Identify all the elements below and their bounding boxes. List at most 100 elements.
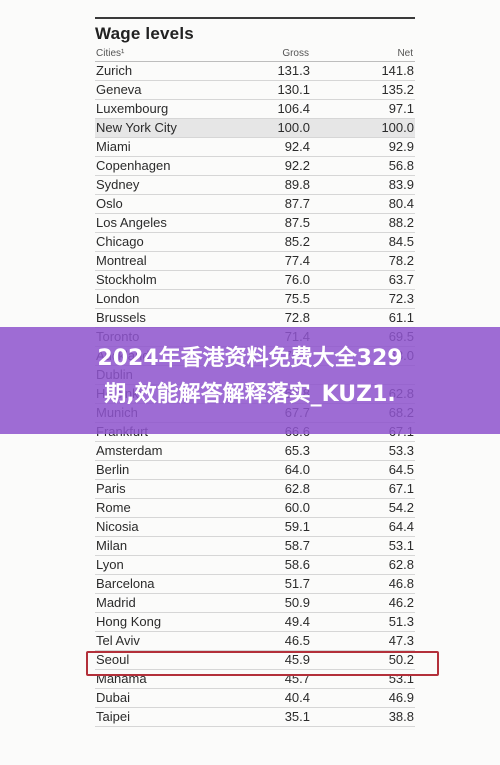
table-row: Amsterdam 65.3 53.3 <box>95 442 415 461</box>
cell-net: 46.8 <box>388 576 414 591</box>
cell-city: Los Angeles <box>96 215 167 230</box>
cell-gross: 64.0 <box>284 462 310 477</box>
overlay-banner <box>0 327 500 434</box>
cell-net: 46.2 <box>388 595 414 610</box>
table-row: Rome 60.0 54.2 <box>95 499 415 518</box>
cell-net: 84.5 <box>388 234 414 249</box>
top-rule <box>95 17 415 19</box>
table-row: Luxembourg 106.4 97.1 <box>95 100 415 119</box>
cell-city: Zurich <box>96 63 133 78</box>
table-row: Seoul 45.9 50.2 <box>95 651 415 670</box>
table-row: Sydney 89.8 83.9 <box>95 176 415 195</box>
cell-gross: 130.1 <box>277 82 310 97</box>
cell-city: London <box>96 291 140 306</box>
cell-city: Berlin <box>96 462 130 477</box>
cell-net: 92.9 <box>388 139 414 154</box>
cell-city: Milan <box>96 538 128 553</box>
cell-gross: 92.2 <box>284 158 310 173</box>
cell-city: Nicosia <box>96 519 139 534</box>
table-row: Chicago 85.2 84.5 <box>95 233 415 252</box>
table-title: Wage levels <box>95 24 194 43</box>
table-row: Hong Kong 49.4 51.3 <box>95 613 415 632</box>
cell-net: 64.5 <box>388 462 414 477</box>
cell-net: 54.2 <box>388 500 414 515</box>
table-row: Taipei 35.1 38.8 <box>95 708 415 727</box>
cell-city: Hong Kong <box>96 614 162 629</box>
header-cities: Cities¹ <box>96 48 125 59</box>
cell-gross: 59.1 <box>284 519 310 534</box>
cell-net: 51.3 <box>388 614 414 629</box>
cell-gross: 51.7 <box>284 576 310 591</box>
cell-gross: 40.4 <box>284 690 310 705</box>
banner-line-2: 期,效能解答解释落实_KUZ1. <box>104 382 396 407</box>
cell-gross: 58.6 <box>284 557 310 572</box>
cell-net: 78.2 <box>388 253 414 268</box>
cell-net: 97.1 <box>388 101 414 116</box>
cell-net: 88.2 <box>388 215 414 230</box>
table-row: Stockholm 76.0 63.7 <box>95 271 415 290</box>
table-row: Montreal 77.4 78.2 <box>95 252 415 271</box>
table-row: Tel Aviv 46.5 47.3 <box>95 632 415 651</box>
cell-net: 141.8 <box>381 63 414 78</box>
header-rule <box>95 61 415 62</box>
table-row: London 75.5 72.3 <box>95 290 415 309</box>
cell-net: 67.1 <box>388 481 414 496</box>
cell-gross: 46.5 <box>284 633 310 648</box>
cell-gross: 58.7 <box>284 538 310 553</box>
cell-net: 100.0 <box>381 120 414 135</box>
cell-gross: 106.4 <box>277 101 310 116</box>
cell-city: Chicago <box>96 234 144 249</box>
cell-gross: 131.3 <box>277 63 310 78</box>
cell-net: 83.9 <box>388 177 414 192</box>
cell-gross: 92.4 <box>284 139 310 154</box>
table-row: Copenhagen 92.2 56.8 <box>95 157 415 176</box>
cell-net: 53.1 <box>388 538 414 553</box>
cell-gross: 100.0 <box>277 120 310 135</box>
table-row: Lyon 58.6 62.8 <box>95 556 415 575</box>
cell-city: Paris <box>96 481 126 496</box>
table-row: Brussels 72.8 61.1 <box>95 309 415 328</box>
cell-city: New York City <box>96 120 177 135</box>
table-row: New York City 100.0 100.0 <box>95 119 415 138</box>
table-row: Dubai 40.4 46.9 <box>95 689 415 708</box>
cell-city: Luxembourg <box>96 101 169 116</box>
cell-city: Madrid <box>96 595 136 610</box>
cell-net: 61.1 <box>388 310 414 325</box>
cell-city: Miami <box>96 139 131 154</box>
cell-city: Brussels <box>96 310 146 325</box>
cell-gross: 35.1 <box>284 709 310 724</box>
cell-net: 135.2 <box>381 82 414 97</box>
table-row: Nicosia 59.1 64.4 <box>95 518 415 537</box>
cell-net: 53.3 <box>388 443 414 458</box>
cell-gross: 89.8 <box>284 177 310 192</box>
table-row: Zurich 131.3 141.8 <box>95 62 415 81</box>
cell-gross: 45.9 <box>284 652 310 667</box>
cell-city: Dubai <box>96 690 130 705</box>
cell-net: 47.3 <box>388 633 414 648</box>
table-row: Milan 58.7 53.1 <box>95 537 415 556</box>
cell-city: Oslo <box>96 196 123 211</box>
cell-gross: 75.5 <box>284 291 310 306</box>
cell-net: 50.2 <box>388 652 414 667</box>
cell-city: Sydney <box>96 177 140 192</box>
cell-city: Taipei <box>96 709 130 724</box>
cell-gross: 65.3 <box>284 443 310 458</box>
cell-gross: 49.4 <box>284 614 310 629</box>
hong-kong-highlight-box <box>86 651 439 676</box>
cell-net: 62.8 <box>388 557 414 572</box>
cell-gross: 50.9 <box>284 595 310 610</box>
table-row: Madrid 50.9 46.2 <box>95 594 415 613</box>
cell-city: Barcelona <box>96 576 155 591</box>
cell-gross: 77.4 <box>284 253 310 268</box>
header-gross: Gross <box>282 48 309 59</box>
cell-net: 64.4 <box>388 519 414 534</box>
cell-net: 80.4 <box>388 196 414 211</box>
cell-city: Stockholm <box>96 272 157 287</box>
cell-gross: 85.2 <box>284 234 310 249</box>
cell-gross: 62.8 <box>284 481 310 496</box>
cell-city: Geneva <box>96 82 142 97</box>
table-row: Geneva 130.1 135.2 <box>95 81 415 100</box>
cell-city: Montreal <box>96 253 147 268</box>
table-row: Berlin 64.0 64.5 <box>95 461 415 480</box>
cell-gross: 87.5 <box>284 215 310 230</box>
